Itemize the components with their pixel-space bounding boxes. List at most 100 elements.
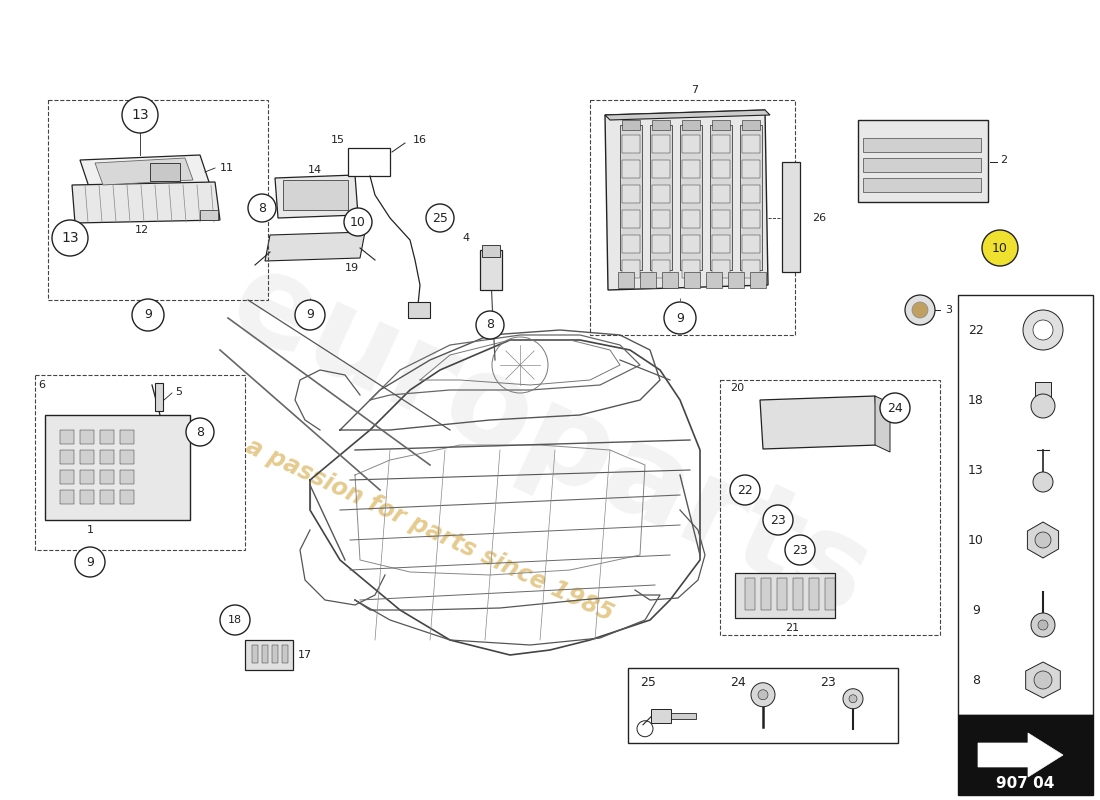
Text: 9: 9	[86, 555, 94, 569]
Circle shape	[248, 194, 276, 222]
Circle shape	[880, 393, 910, 423]
Bar	[682, 260, 700, 278]
Text: 21: 21	[785, 623, 799, 633]
Polygon shape	[80, 155, 210, 190]
Text: a passion for parts since 1985: a passion for parts since 1985	[242, 434, 617, 626]
Text: 18: 18	[968, 394, 983, 406]
Text: 8: 8	[972, 674, 980, 686]
Bar	[60, 430, 74, 444]
Circle shape	[476, 311, 504, 339]
Circle shape	[982, 230, 1018, 266]
Bar	[742, 260, 760, 278]
Bar	[120, 450, 134, 464]
Text: 24: 24	[730, 675, 746, 689]
Bar	[712, 210, 730, 228]
Bar	[712, 160, 730, 178]
Bar	[682, 210, 700, 228]
Bar	[682, 160, 700, 178]
Circle shape	[426, 204, 454, 232]
Bar	[742, 185, 760, 203]
Bar	[651, 709, 671, 722]
Bar	[621, 235, 640, 253]
Circle shape	[1038, 620, 1048, 630]
Bar	[682, 135, 700, 153]
Bar	[742, 235, 760, 253]
Circle shape	[905, 295, 935, 325]
Text: 9: 9	[144, 309, 152, 322]
Circle shape	[758, 690, 768, 700]
Text: 23: 23	[792, 543, 807, 557]
Bar	[35, 375, 245, 550]
Bar	[621, 160, 640, 178]
Bar	[621, 120, 640, 130]
Bar	[682, 185, 700, 203]
Bar	[684, 272, 700, 288]
Polygon shape	[95, 158, 192, 185]
Text: 13: 13	[968, 463, 983, 477]
Bar	[735, 573, 835, 618]
Bar	[618, 272, 634, 288]
Text: 20: 20	[730, 383, 744, 393]
Bar	[682, 120, 700, 130]
Text: 3: 3	[945, 305, 952, 315]
Bar	[45, 415, 190, 520]
Bar	[252, 645, 258, 663]
Bar	[808, 578, 820, 610]
Bar	[652, 120, 670, 130]
Polygon shape	[1025, 662, 1060, 698]
Bar	[712, 260, 730, 278]
Bar	[100, 470, 114, 484]
Circle shape	[785, 535, 815, 565]
Text: 9: 9	[676, 311, 684, 325]
Circle shape	[1031, 613, 1055, 637]
Text: 14: 14	[308, 165, 322, 175]
Circle shape	[664, 302, 696, 334]
Text: 9: 9	[306, 309, 313, 322]
Bar	[761, 578, 771, 610]
Bar	[652, 260, 670, 278]
Bar	[100, 450, 114, 464]
Bar	[620, 125, 642, 270]
Bar	[245, 640, 293, 670]
Polygon shape	[978, 733, 1063, 777]
Bar	[858, 120, 988, 202]
Bar	[640, 272, 656, 288]
Bar	[652, 185, 670, 203]
Text: 11: 11	[220, 163, 234, 173]
Text: 1: 1	[87, 525, 94, 535]
Text: 5: 5	[175, 387, 182, 397]
Bar	[482, 245, 500, 257]
Polygon shape	[1027, 522, 1058, 558]
Text: 6: 6	[39, 380, 45, 390]
Circle shape	[132, 299, 164, 331]
Bar	[777, 578, 786, 610]
Circle shape	[220, 605, 250, 635]
Polygon shape	[72, 182, 220, 223]
Circle shape	[1031, 394, 1055, 418]
Text: 10: 10	[350, 215, 366, 229]
Bar	[742, 120, 760, 130]
Bar	[60, 450, 74, 464]
Bar	[1035, 382, 1050, 398]
Text: 8: 8	[196, 426, 204, 438]
Bar	[60, 490, 74, 504]
Bar	[720, 380, 940, 635]
Text: 24: 24	[887, 402, 903, 414]
Circle shape	[912, 302, 928, 318]
Bar	[272, 645, 278, 663]
Text: 18: 18	[228, 615, 242, 625]
Text: 23: 23	[770, 514, 785, 526]
Bar	[120, 430, 134, 444]
Bar	[740, 125, 762, 270]
Bar	[710, 125, 732, 270]
Text: europarts: europarts	[211, 239, 889, 641]
Polygon shape	[760, 396, 878, 449]
Bar	[652, 210, 670, 228]
Bar	[480, 250, 502, 290]
Bar	[728, 272, 744, 288]
Polygon shape	[605, 110, 770, 120]
Text: 10: 10	[992, 242, 1008, 254]
Bar	[100, 430, 114, 444]
Bar	[348, 148, 390, 176]
Bar	[742, 210, 760, 228]
